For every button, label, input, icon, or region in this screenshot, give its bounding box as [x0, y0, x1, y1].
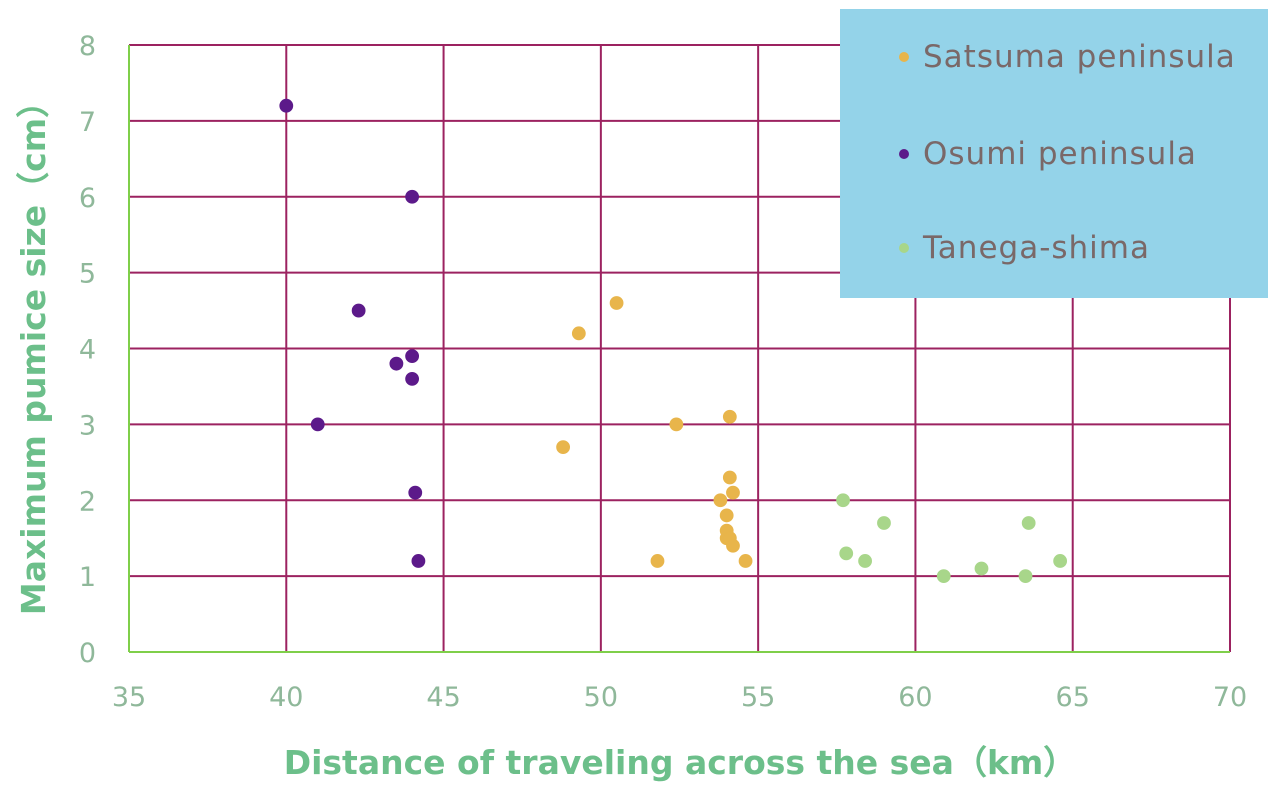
- y-tick-label: 4: [79, 335, 96, 366]
- data-point: [726, 485, 740, 500]
- legend-item-tanega-shima: Tanega-shima: [899, 230, 1150, 266]
- legend-marker-tanega-shima: [899, 243, 909, 253]
- data-point: [650, 554, 665, 568]
- data-point: [726, 538, 740, 553]
- y-tick-label: 6: [79, 183, 96, 214]
- data-point: [556, 440, 571, 455]
- data-points: [279, 98, 1068, 584]
- data-point: [351, 303, 366, 318]
- y-tick-label: 3: [79, 410, 96, 441]
- x-tick-label: 60: [898, 682, 932, 713]
- x-tick-label: 55: [741, 682, 775, 713]
- x-tick-label: 40: [269, 682, 303, 713]
- data-point: [669, 417, 684, 432]
- data-point: [408, 485, 423, 500]
- x-tick-label: 70: [1213, 682, 1247, 713]
- data-point: [411, 554, 426, 568]
- data-point: [839, 546, 854, 561]
- y-tick-labels: 0 1 2 3 4 5 6 7 8: [79, 31, 96, 669]
- legend-label-osumi: Osumi peninsula: [923, 136, 1197, 172]
- data-point: [279, 98, 294, 113]
- y-tick-label: 7: [79, 107, 96, 138]
- y-tick-label: 2: [79, 486, 96, 517]
- data-point: [1053, 554, 1068, 568]
- legend-marker-satsuma: [899, 52, 909, 62]
- data-point: [609, 296, 624, 310]
- x-tick-label: 50: [584, 682, 618, 713]
- data-point: [738, 554, 753, 568]
- x-tick-label: 45: [426, 682, 460, 713]
- legend-label-tanega-shima: Tanega-shima: [922, 230, 1150, 266]
- legend-marker-osumi: [899, 149, 909, 159]
- data-point: [974, 561, 989, 576]
- legend-item-osumi: Osumi peninsula: [899, 136, 1197, 172]
- legend-background: [840, 9, 1268, 298]
- series-1: [279, 98, 426, 568]
- axes: [128, 45, 1230, 653]
- y-tick-label: 0: [79, 638, 96, 669]
- y-axis-title: Maximum pumice size（cm）: [14, 85, 53, 615]
- data-point: [571, 326, 586, 341]
- x-axis-title: Distance of traveling across the sea（km）: [284, 743, 1077, 782]
- data-point: [719, 508, 734, 523]
- series-2: [836, 493, 1068, 584]
- data-point: [936, 569, 951, 584]
- data-point: [405, 189, 420, 204]
- x-tick-label: 65: [1056, 682, 1090, 713]
- data-point: [389, 356, 404, 371]
- grid-lines: [129, 44, 1231, 652]
- data-point: [836, 493, 850, 508]
- data-point: [858, 554, 872, 568]
- data-point: [722, 409, 737, 424]
- legend-item-satsuma: Satsuma peninsula: [899, 39, 1236, 75]
- data-point: [405, 349, 420, 363]
- x-tick-labels: 35 40 45 50 55 60 65 70: [112, 682, 1247, 713]
- data-point: [722, 470, 737, 485]
- data-point: [1021, 516, 1036, 530]
- legend: Satsuma peninsula Osumi peninsula Tanega…: [840, 9, 1268, 298]
- y-tick-label: 5: [79, 259, 96, 290]
- y-tick-label: 1: [79, 562, 96, 593]
- data-point: [713, 493, 728, 508]
- series-0: [556, 296, 753, 568]
- data-point: [1018, 569, 1033, 584]
- data-point: [310, 417, 325, 432]
- data-point: [877, 516, 891, 530]
- x-tick-label: 35: [112, 682, 146, 713]
- data-point: [405, 371, 420, 386]
- legend-label-satsuma: Satsuma peninsula: [923, 39, 1236, 75]
- y-tick-label: 8: [79, 31, 96, 62]
